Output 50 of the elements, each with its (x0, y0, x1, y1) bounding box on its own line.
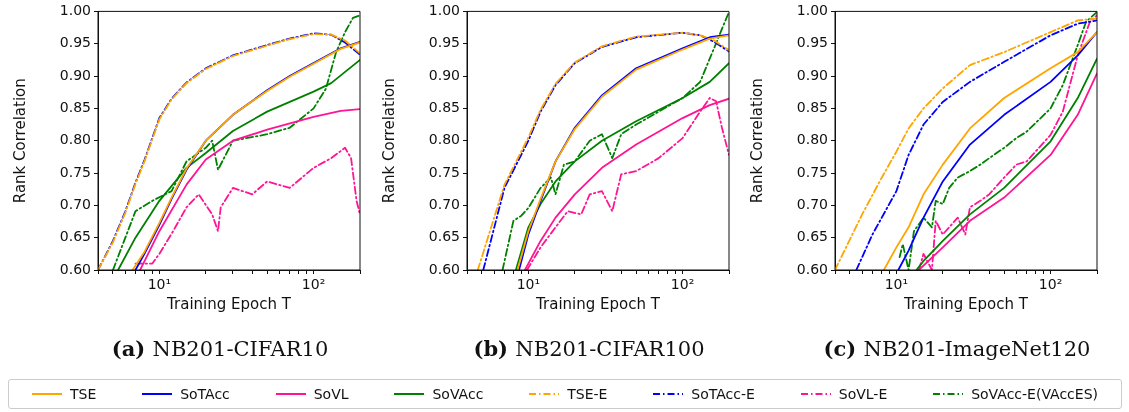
y-tick-label: 0.80 (428, 131, 460, 148)
y-tick-label: 0.70 (428, 195, 460, 212)
y-tick-label: 0.60 (428, 260, 460, 277)
legend-label: SoVAcc (432, 386, 484, 402)
x-tick-label: 10² (1038, 276, 1063, 293)
y-tick-label: 1.00 (59, 2, 91, 19)
y-axis-title: Rank Correlation (379, 78, 398, 204)
y-tick-label: 0.95 (796, 34, 828, 51)
y-tick-label: 0.85 (59, 99, 91, 116)
y-tick-label: 0.85 (428, 99, 460, 116)
x-tick-label: 10² (301, 276, 326, 293)
y-tick-label: 0.75 (59, 163, 91, 180)
text: (b) NB201-CIFAR100 (472, 336, 706, 361)
y-tick-label: 0.75 (428, 163, 460, 180)
y-tick-label: 0.60 (59, 260, 91, 277)
y-tick-label: 0.90 (428, 66, 460, 83)
legend-label: SoVL-E (838, 386, 888, 402)
legend-label: SoVAcc-E(VAccES) (971, 386, 1098, 402)
y-tick-label: 0.65 (428, 228, 460, 245)
y-tick-label: 1.00 (428, 2, 460, 19)
y-tick-label: 0.90 (59, 66, 91, 83)
x-axis-title: Training Epoch T (166, 294, 292, 313)
y-axis-title: Rank Correlation (747, 78, 766, 204)
legend-label: TSE-E (567, 386, 608, 402)
x-axis-title: Training Epoch T (535, 294, 661, 313)
legend-label: SoTAcc-E (691, 386, 755, 402)
legend-label: SoVL (313, 386, 349, 402)
y-axis-title: Rank Correlation (10, 78, 29, 204)
y-tick-label: 0.80 (59, 131, 91, 148)
x-tick-label: 10² (670, 276, 695, 293)
text: (a) NB201-CIFAR10 (110, 336, 330, 361)
x-axis-title: Training Epoch T (903, 294, 1029, 313)
y-tick-label: 0.95 (59, 34, 91, 51)
legend-label: TSE (69, 386, 97, 402)
legend-label: SoTAcc (180, 386, 230, 402)
y-tick-label: 0.65 (796, 228, 828, 245)
x-tick-label: 10¹ (884, 276, 909, 293)
y-tick-label: 0.70 (796, 195, 828, 212)
x-tick-label: 10¹ (516, 276, 541, 293)
y-tick-label: 0.70 (59, 195, 91, 212)
y-tick-label: 0.75 (796, 163, 828, 180)
x-tick-label: 10¹ (147, 276, 172, 293)
y-tick-label: 0.90 (796, 66, 828, 83)
y-tick-label: 0.65 (59, 228, 91, 245)
y-tick-label: 0.60 (796, 260, 828, 277)
y-tick-label: 1.00 (796, 2, 828, 19)
y-tick-label: 0.95 (428, 34, 460, 51)
text: (c) NB201-ImageNet120 (822, 336, 1092, 361)
y-tick-label: 0.80 (796, 131, 828, 148)
y-tick-label: 0.85 (796, 99, 828, 116)
